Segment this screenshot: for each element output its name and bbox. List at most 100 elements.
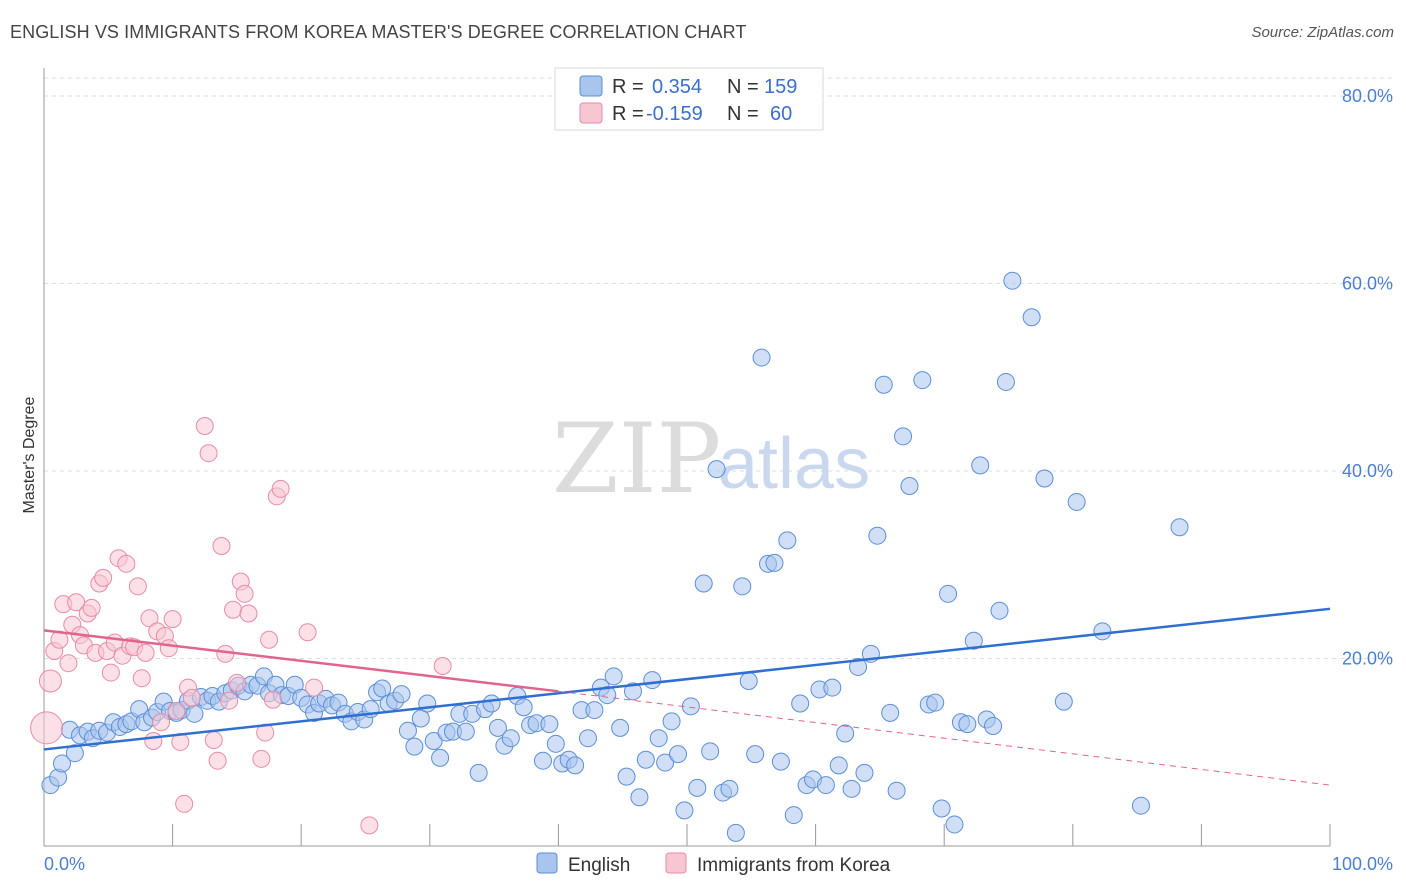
korea-point [128,577,147,596]
english-point [913,371,932,390]
korea-point [208,751,227,770]
english-point [945,815,964,834]
english-point [604,667,623,686]
source-label: Source: ZipAtlas.com [1251,24,1394,41]
korea-point [433,657,452,675]
english-point [894,427,913,446]
english-points [41,271,1189,842]
korea-point [212,537,231,555]
english-point [932,799,951,818]
legend-n-label-english: N = [727,76,759,98]
english-point [688,778,707,797]
english-point [739,672,758,690]
english-point [431,748,450,767]
bottom-legend-swatch-korea [665,852,687,874]
korea-point [235,584,254,603]
y-tick-label: 60.0% [1342,274,1393,294]
english-point [578,729,597,748]
english-point [823,678,842,697]
korea-point [199,444,218,463]
english-point [829,756,848,775]
bottom-legend-label-korea: Immigrants from Korea [697,855,891,876]
korea-point [152,713,171,732]
english-point [411,709,430,728]
korea-point [167,702,186,720]
english-point [791,694,810,713]
korea-point [263,690,282,709]
english-point [392,685,411,704]
grid-lines [44,77,1392,659]
korea-point [298,623,317,642]
english-point [746,745,765,764]
stats-legend: R = 0.354 N = 159 R = -0.159 N = 60 [554,67,824,131]
english-point [694,574,713,593]
english-point [1093,622,1112,641]
english-point [405,737,424,756]
english-point [53,754,72,773]
korea-points [30,417,452,835]
chart-title: ENGLISH VS IMMIGRANTS FROM KOREA MASTER'… [10,22,747,42]
english-point [643,671,662,690]
english-point [681,697,700,716]
english-point [656,753,675,772]
trend-lines [43,607,1331,786]
english-point [733,577,752,596]
korea-point [220,691,239,710]
korea-point [204,731,223,750]
english-point [1067,492,1086,511]
english-point [900,477,919,495]
english-point [501,729,520,748]
english-point [887,781,906,800]
korea-point [144,732,163,750]
english-point [720,779,739,798]
korea-point [175,794,194,813]
english-point [630,788,649,807]
y-tick-label: 80.0% [1342,86,1393,106]
english-point [623,682,642,701]
english-point [649,729,668,748]
english-point [617,767,636,786]
legend-r-value-english: 0.354 [652,76,702,98]
english-point [546,734,565,753]
korea-point [195,417,214,435]
korea-point [227,673,246,692]
english-point [855,763,874,782]
english-point [778,531,797,550]
english-point [611,718,630,737]
korea-point [38,669,62,693]
english-point [585,701,604,720]
english-point [874,375,893,394]
x-tick-label: 100.0% [1332,854,1393,874]
english-point [1170,518,1189,537]
english-point [964,631,983,650]
english-point [881,703,900,722]
english-point [971,456,990,475]
legend-swatch-korea [579,102,603,124]
korea-point [136,643,155,662]
legend-r-label-korea: R = [612,103,644,125]
english-point [939,584,958,603]
english-point [926,693,945,712]
english-point [958,715,977,734]
english-point [784,806,803,825]
korea-point [224,600,243,619]
english-trend-line [43,607,1331,751]
y-tick-label: 20.0% [1342,649,1393,669]
legend-n-label-korea: N = [727,103,759,125]
legend-n-value-english: 159 [764,76,797,98]
english-point [707,460,726,479]
english-point [469,763,488,782]
english-point [990,601,1009,620]
bottom-legend-swatch-english [536,852,558,874]
english-point [842,779,861,798]
watermark-atlas: atlas [718,424,870,504]
english-point [1054,692,1073,711]
korea-point [117,554,136,573]
legend-n-value-korea: 60 [770,103,792,125]
english-point [488,718,507,737]
english-point [984,717,1003,735]
korea-point [271,479,290,498]
english-point [540,715,559,734]
english-point [752,348,771,367]
